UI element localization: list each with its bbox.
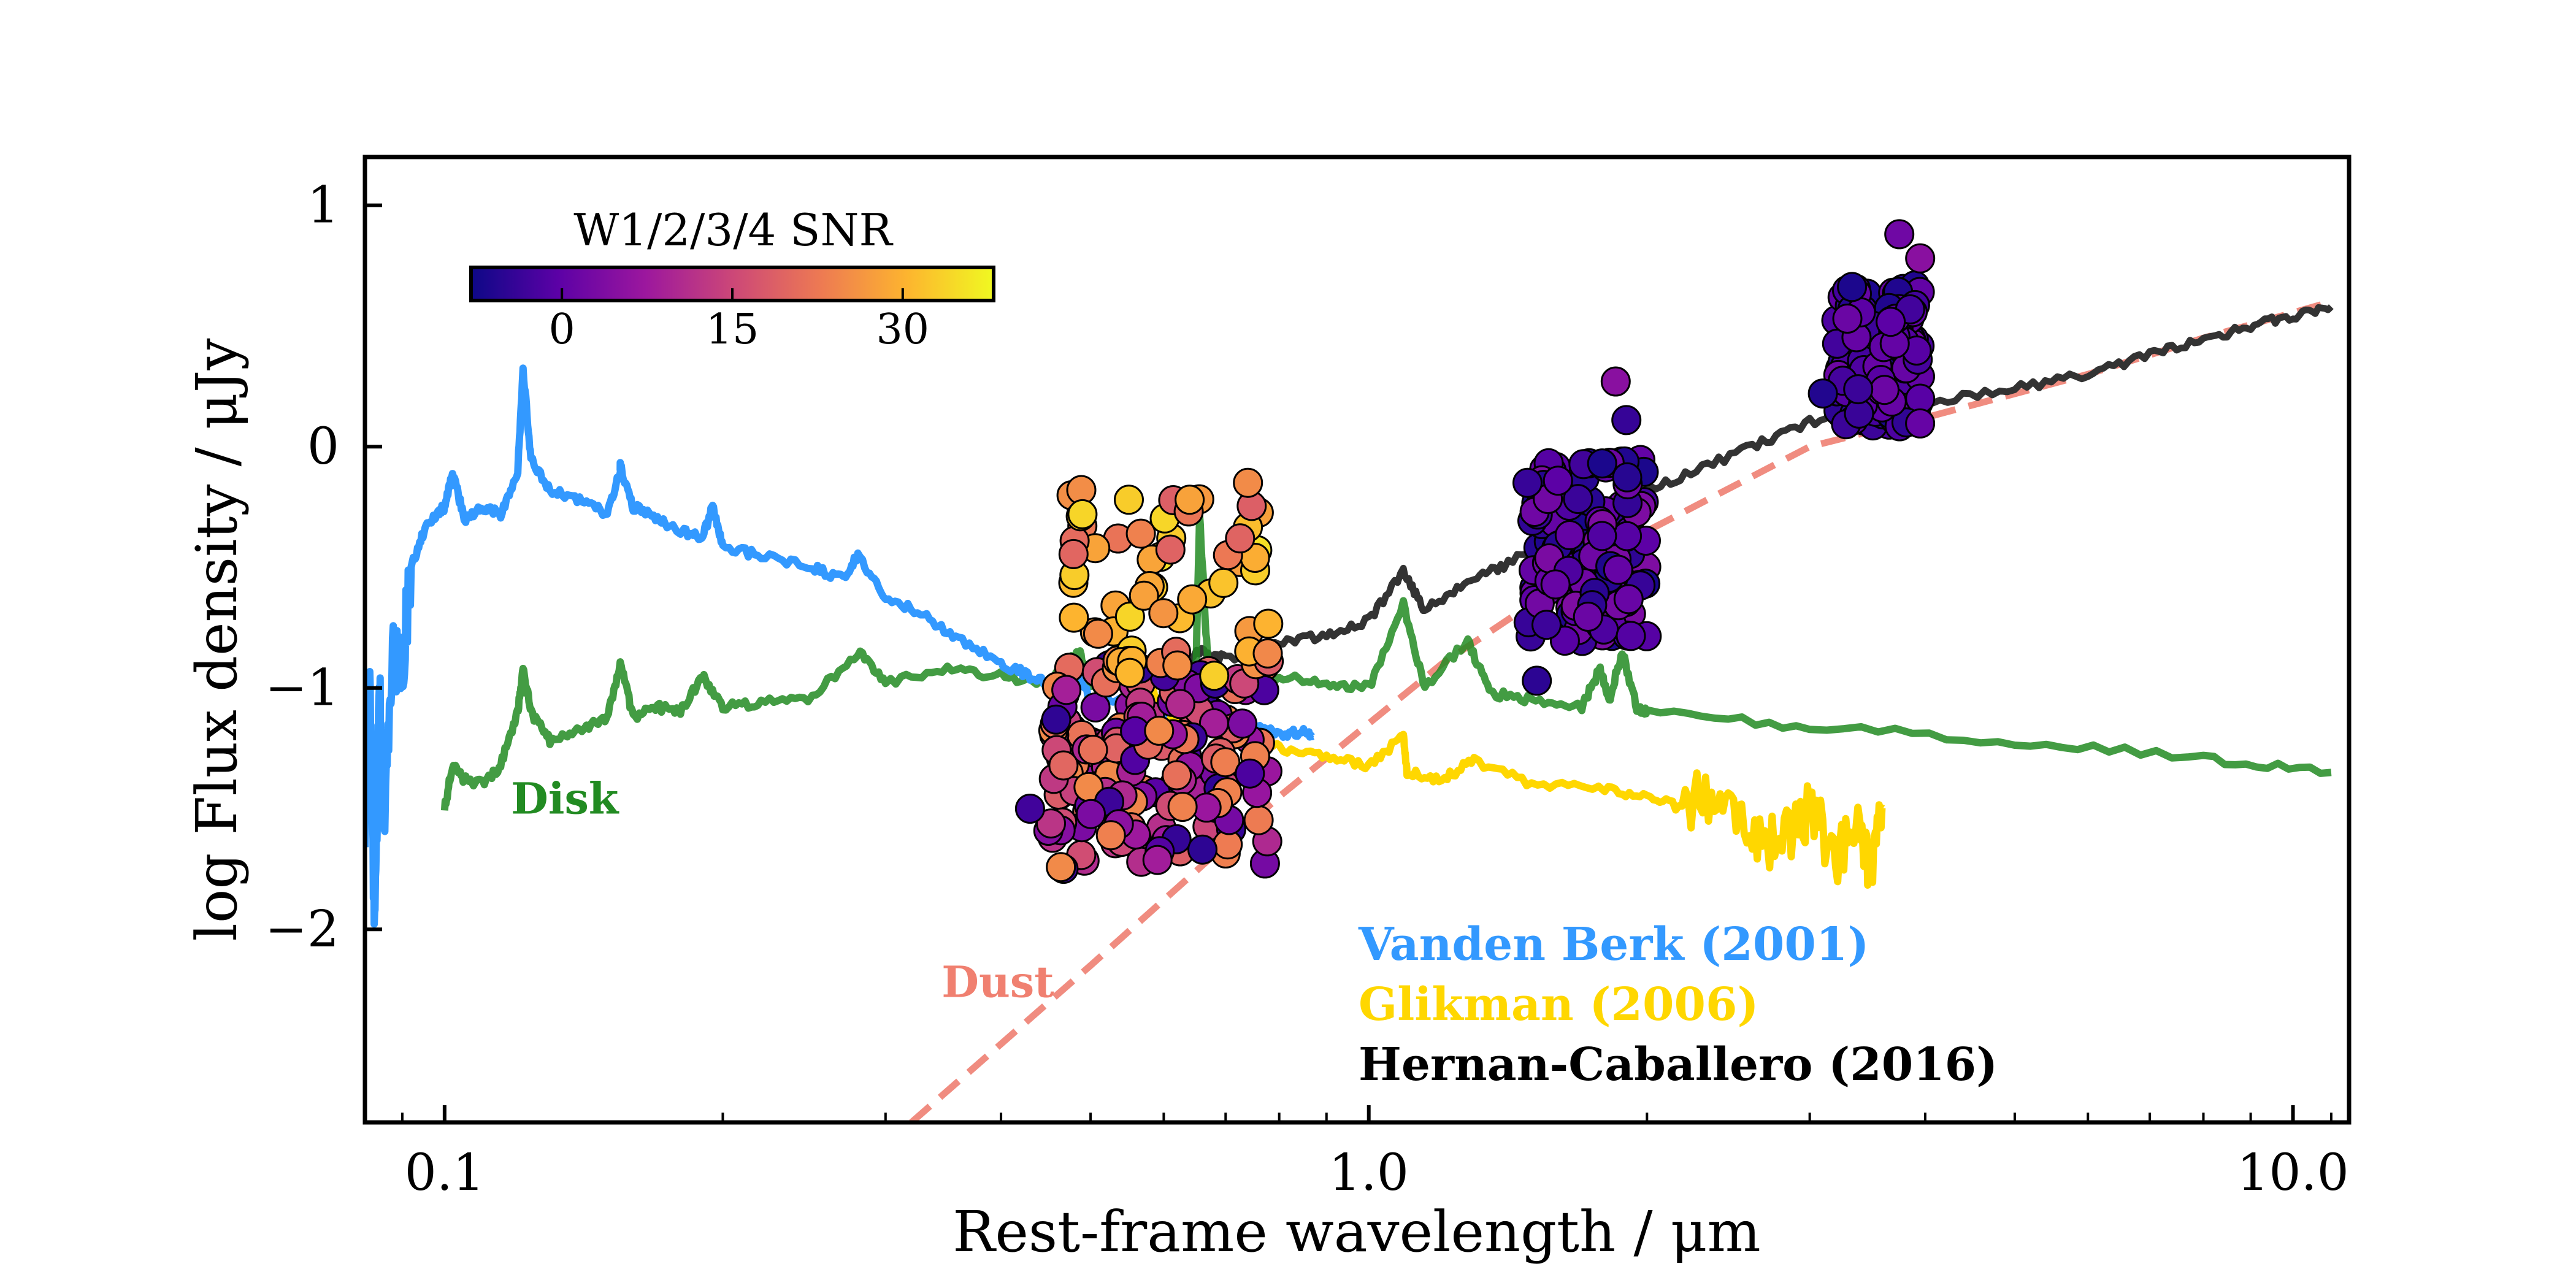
scatter-point-109: [1187, 834, 1217, 865]
y-tick-label-3: −2: [265, 900, 339, 959]
scatter-point-169: [1235, 758, 1265, 789]
scatter-point-227: [1162, 650, 1193, 681]
scatter-point-219: [1199, 661, 1230, 691]
y-tick-label-1: 0: [307, 418, 339, 476]
scatter-point-366: [1612, 462, 1643, 493]
scatter-point-377: [1587, 448, 1617, 479]
x-axis-title: Rest-frame wavelength / μm: [953, 1199, 1761, 1265]
scatter-point-534: [1884, 219, 1915, 250]
colorbar: W1/2/3/4 SNR 0 15 30: [469, 204, 995, 354]
annotations: Disk Dust: [511, 773, 1054, 1007]
x-tick-label-0: 0.1: [405, 1144, 485, 1202]
scatter-point-517: [1837, 272, 1868, 302]
scatter-point-528: [1905, 408, 1936, 439]
scatter-point-233: [1058, 539, 1089, 569]
y-tick-label-0: 1: [307, 177, 339, 235]
annotation-dust: Dust: [941, 956, 1054, 1007]
scatter-point-225: [1129, 580, 1159, 611]
scatter-point-230: [1059, 602, 1089, 633]
scatter-point-523: [1869, 375, 1899, 405]
scatter-point-236: [1225, 523, 1255, 554]
legend-entry-0: Vanden Berk (2001): [1358, 918, 1869, 971]
scatter-point-121: [1227, 708, 1257, 739]
scatter-point-156: [1198, 708, 1229, 738]
scatter-point-123: [1165, 689, 1195, 719]
colorbar-tick-label-2: 30: [876, 305, 930, 354]
scatter-point-538: [1114, 485, 1144, 515]
colorbar-ticks: 0 15 30: [549, 288, 930, 354]
scatter-point-540: [1233, 467, 1263, 498]
series-line-disk: [440, 511, 2332, 811]
scatter-point-537: [1067, 499, 1098, 529]
scatter-point-539: [1175, 485, 1205, 515]
x-tick-label-2: 10.0: [2237, 1144, 2349, 1202]
scatter-point-531: [1600, 366, 1631, 397]
scatter-point-526: [1832, 304, 1863, 334]
scatter-point-90: [1243, 805, 1274, 835]
scatter-point-373: [1573, 602, 1603, 632]
legend: Vanden Berk (2001) Glikman (2006) Hernan-C…: [1358, 918, 1998, 1091]
scatter-point-170: [1078, 735, 1108, 765]
legend-entry-1: Glikman (2006): [1359, 978, 1759, 1031]
scatter-point-368: [1563, 484, 1593, 515]
colorbar-tick-label-1: 15: [706, 305, 759, 354]
colorbar-tick-label-0: 0: [549, 305, 575, 354]
scatter-point-338: [1616, 621, 1646, 651]
y-tick-label-2: −1: [265, 659, 339, 718]
scatter-point-212: [1155, 534, 1186, 565]
scatter-point-363: [1603, 554, 1633, 585]
scatter-point-378: [1540, 569, 1571, 600]
x-tick-label-1: 1.0: [1328, 1144, 1408, 1202]
scatter-point-239: [1208, 567, 1239, 598]
scatter-point-179: [1144, 715, 1175, 746]
scatter-point-60: [1046, 852, 1076, 883]
scatter-point-379: [1587, 521, 1617, 551]
scatter-point-535: [1905, 243, 1936, 274]
annotation-disk: Disk: [511, 773, 619, 824]
scatter-point-144: [1036, 808, 1066, 839]
scatter-point-174: [1076, 799, 1106, 829]
scatter-point-370: [1554, 520, 1585, 550]
scatter-point-215: [1177, 584, 1208, 615]
scatter-point-533: [1807, 378, 1838, 409]
scatter-point-536: [1014, 794, 1045, 824]
scatter-point-532: [1611, 405, 1642, 435]
scatter-point-357: [1512, 467, 1543, 498]
scatter-point-367: [1613, 584, 1644, 615]
scatter-point-234: [1125, 518, 1156, 549]
scatter-point-159: [1167, 792, 1198, 822]
series-layer: [365, 298, 2334, 1122]
scatter-point-529: [1876, 307, 1906, 337]
scatter-point-376: [1543, 466, 1573, 496]
scatter-point-168: [1048, 750, 1079, 781]
scatter-point-228: [1148, 598, 1179, 629]
scatter-point-139: [1041, 704, 1071, 735]
scatter-point-3: [1080, 692, 1111, 723]
plot-frame: [362, 155, 2352, 1125]
scatter-point-527: [1843, 374, 1874, 405]
scatter-point-161: [1210, 747, 1241, 778]
scatter-point-530: [1522, 665, 1552, 696]
scatter-point-173: [1051, 675, 1082, 705]
scatter-point-235: [1252, 638, 1283, 669]
ticks-layer: 0.1 1.0 10.0 1 0 −1 −2: [265, 177, 2349, 1202]
scatter-point-343: [1531, 610, 1562, 640]
scatter-point-164: [1142, 845, 1173, 875]
scatter-point-208: [1253, 608, 1284, 639]
scatter-layer: [1014, 219, 1936, 884]
scatter-point-160: [1162, 760, 1192, 791]
scatter-point-238: [1114, 657, 1145, 688]
legend-entry-2: Hernan-Caballero (2016): [1359, 1038, 1998, 1091]
scatter-point-216: [1083, 618, 1113, 649]
y-axis-title: log Flux density / μJy: [184, 339, 250, 941]
scatter-point-207: [1114, 601, 1145, 632]
colorbar-title: W1/2/3/4 SNR: [573, 204, 893, 256]
scatter-point-172: [1095, 820, 1126, 851]
